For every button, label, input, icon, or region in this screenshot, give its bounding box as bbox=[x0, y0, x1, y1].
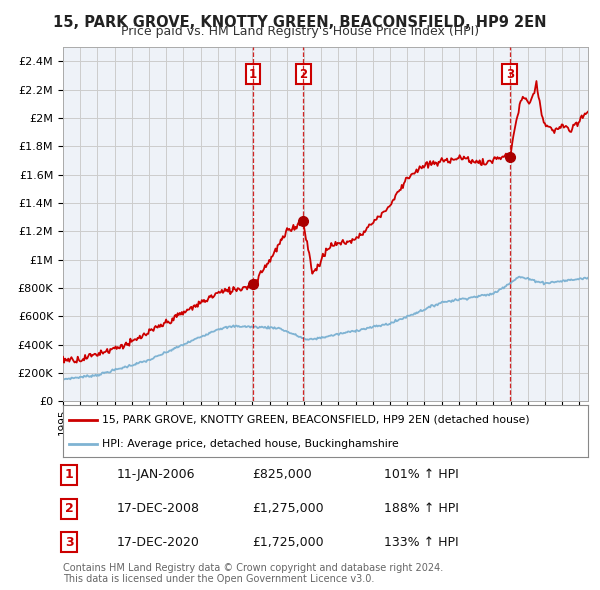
Text: This data is licensed under the Open Government Licence v3.0.: This data is licensed under the Open Gov… bbox=[63, 574, 374, 584]
Text: HPI: Average price, detached house, Buckinghamshire: HPI: Average price, detached house, Buck… bbox=[103, 440, 399, 449]
Text: 1: 1 bbox=[249, 68, 257, 81]
Text: 11-JAN-2006: 11-JAN-2006 bbox=[117, 468, 196, 481]
Text: Price paid vs. HM Land Registry's House Price Index (HPI): Price paid vs. HM Land Registry's House … bbox=[121, 25, 479, 38]
Text: 133% ↑ HPI: 133% ↑ HPI bbox=[384, 536, 458, 549]
Text: 2: 2 bbox=[299, 68, 307, 81]
Text: 101% ↑ HPI: 101% ↑ HPI bbox=[384, 468, 459, 481]
Text: 188% ↑ HPI: 188% ↑ HPI bbox=[384, 502, 459, 515]
Text: 15, PARK GROVE, KNOTTY GREEN, BEACONSFIELD, HP9 2EN (detached house): 15, PARK GROVE, KNOTTY GREEN, BEACONSFIE… bbox=[103, 415, 530, 425]
Text: Contains HM Land Registry data © Crown copyright and database right 2024.: Contains HM Land Registry data © Crown c… bbox=[63, 563, 443, 573]
Text: 2: 2 bbox=[65, 502, 73, 515]
Text: £1,725,000: £1,725,000 bbox=[252, 536, 323, 549]
Text: 3: 3 bbox=[506, 68, 514, 81]
Text: 1: 1 bbox=[65, 468, 73, 481]
Text: 15, PARK GROVE, KNOTTY GREEN, BEACONSFIELD, HP9 2EN: 15, PARK GROVE, KNOTTY GREEN, BEACONSFIE… bbox=[53, 15, 547, 30]
Text: 17-DEC-2020: 17-DEC-2020 bbox=[117, 536, 200, 549]
Text: £825,000: £825,000 bbox=[252, 468, 312, 481]
Text: £1,275,000: £1,275,000 bbox=[252, 502, 323, 515]
Text: 3: 3 bbox=[65, 536, 73, 549]
Text: 17-DEC-2008: 17-DEC-2008 bbox=[117, 502, 200, 515]
